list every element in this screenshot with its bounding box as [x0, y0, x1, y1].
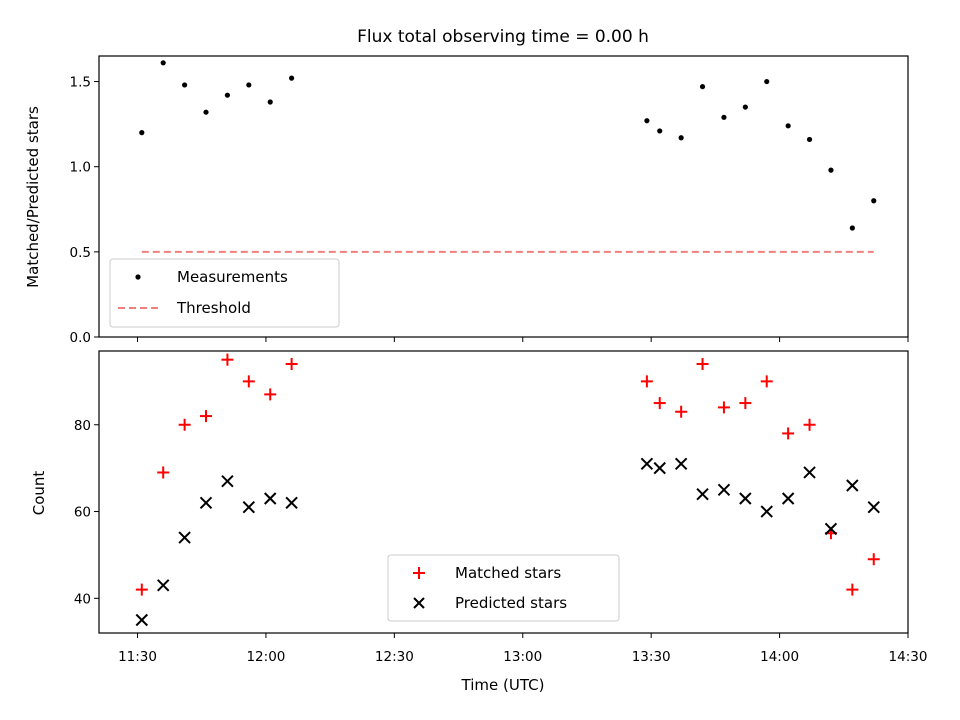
legend-marker-predicted-stars [413, 597, 425, 609]
measurements-point [678, 135, 684, 141]
legend-label-predicted-stars: Predicted stars [455, 594, 567, 612]
predicted-stars-point [199, 496, 213, 510]
x-tick-label: 13:00 [503, 649, 542, 665]
bottom-y-tick-label: 40 [74, 591, 91, 607]
matched-stars-point [200, 410, 213, 423]
top-y-tick-label: 1.0 [70, 160, 91, 176]
top-legend: Measurements Threshold [109, 258, 340, 328]
matched-stars-point [696, 358, 709, 371]
measurements-point [224, 92, 231, 98]
top-y-ticks: 0.0 0.5 1.0 1.5 [70, 75, 99, 346]
measurements-point [289, 75, 295, 81]
matched-stars-point [846, 583, 859, 596]
bottom-y-axis-label: Count [30, 471, 48, 516]
predicted-stars-point [156, 579, 170, 592]
predicted-stars-point [867, 500, 880, 514]
measurements-point [182, 82, 188, 88]
matched-stars-point [178, 418, 191, 431]
matched-stars-point [157, 466, 170, 479]
legend-label-threshold: Threshold [176, 299, 251, 317]
measurements-point [699, 84, 706, 90]
matched-stars-point [221, 353, 234, 366]
predicted-stars-point [221, 474, 234, 488]
bottom-x-ticks: 11:30 12:00 12:30 13:00 13:30 14:00 14:30 [118, 633, 927, 665]
measurements-point [828, 167, 834, 173]
top-y-tick-label: 0.5 [70, 245, 91, 261]
measurements-point [267, 99, 273, 105]
bottom-panel: 40 60 80 11:30 12:00 12:30 13:00 13:30 14:00 14:… [30, 350, 927, 694]
predicted-stars-point [242, 500, 256, 514]
matched-stars-point [640, 375, 653, 388]
measurements-point [849, 225, 855, 231]
predicted-stars-point [846, 479, 859, 492]
predicted-stars-point [674, 457, 688, 471]
predicted-stars-point [696, 487, 709, 501]
matched-stars-point [717, 401, 730, 414]
predicted-stars-point [640, 457, 654, 471]
measurements-point [871, 198, 877, 204]
predicted-stars-point [653, 461, 666, 475]
predicted-stars-point [781, 492, 795, 505]
legend-marker-measurements [135, 274, 141, 280]
measurements-point [764, 78, 770, 85]
x-tick-label: 14:30 [889, 649, 928, 665]
matched-stars-point [782, 427, 795, 440]
bottom-y-tick-label: 80 [74, 418, 91, 434]
measurements-point [246, 82, 252, 88]
measurements-point [806, 136, 813, 143]
matched-stars-point [135, 583, 148, 596]
measurements-point [785, 123, 791, 129]
matched-stars-point [264, 388, 277, 401]
top-y-tick-label: 1.5 [70, 75, 91, 91]
x-tick-label: 11:30 [118, 649, 157, 665]
matched-stars-point [867, 553, 880, 566]
top-legend-box [109, 258, 340, 328]
matched-stars-point [653, 397, 666, 410]
predicted-stars-point [264, 492, 277, 505]
x-axis-label: Time (UTC) [461, 676, 545, 694]
bottom-plot-area [98, 350, 909, 634]
bottom-legend-box [387, 554, 620, 622]
legend-label-measurements: Measurements [177, 268, 288, 286]
bottom-legend: Matched stars Predicted stars [387, 554, 620, 622]
top-panel: 0.0 0.5 1.0 1.5 Matched/Predicted stars Mea… [24, 55, 909, 346]
predicted-stars-point [285, 496, 298, 510]
predicted-stars-point [178, 531, 191, 544]
top-x-ticks [137, 337, 909, 342]
predicted-stars-point [803, 466, 816, 479]
matched-stars-point [675, 405, 688, 418]
predicted-stars-point [717, 483, 731, 497]
measurements-point [160, 60, 166, 66]
measurements-point [644, 118, 650, 124]
predicted-stars-point [760, 505, 773, 518]
bottom-y-ticks: 40 60 80 [74, 418, 99, 607]
top-y-tick-label: 0.0 [70, 330, 91, 346]
top-y-axis-label: Matched/Predicted stars [24, 106, 42, 288]
x-tick-label: 12:00 [246, 649, 285, 665]
bottom-marks [135, 353, 880, 627]
top-marks [139, 60, 877, 253]
chart-title: Flux total observing time = 0.00 h [357, 27, 649, 47]
legend-marker-matched-stars [413, 567, 425, 579]
measurements-point [721, 114, 727, 120]
matched-stars-point [285, 358, 298, 371]
measurements-point [139, 130, 145, 136]
predicted-stars-point [824, 522, 838, 536]
measurements-point [742, 104, 748, 110]
x-tick-label: 14:00 [760, 649, 799, 665]
predicted-stars-point [135, 613, 149, 627]
x-tick-label: 12:30 [375, 649, 414, 665]
legend-label-matched-stars: Matched stars [455, 564, 561, 582]
top-plot-area [98, 55, 909, 338]
x-tick-label: 13:30 [632, 649, 671, 665]
matched-stars-point [760, 375, 773, 388]
matched-stars-point [739, 397, 752, 410]
measurements-point [203, 109, 209, 115]
matched-stars-point [803, 418, 816, 431]
matched-stars-point [242, 375, 255, 388]
bottom-y-tick-label: 60 [74, 505, 91, 521]
measurements-point [657, 128, 663, 134]
predicted-stars-point [739, 492, 752, 505]
